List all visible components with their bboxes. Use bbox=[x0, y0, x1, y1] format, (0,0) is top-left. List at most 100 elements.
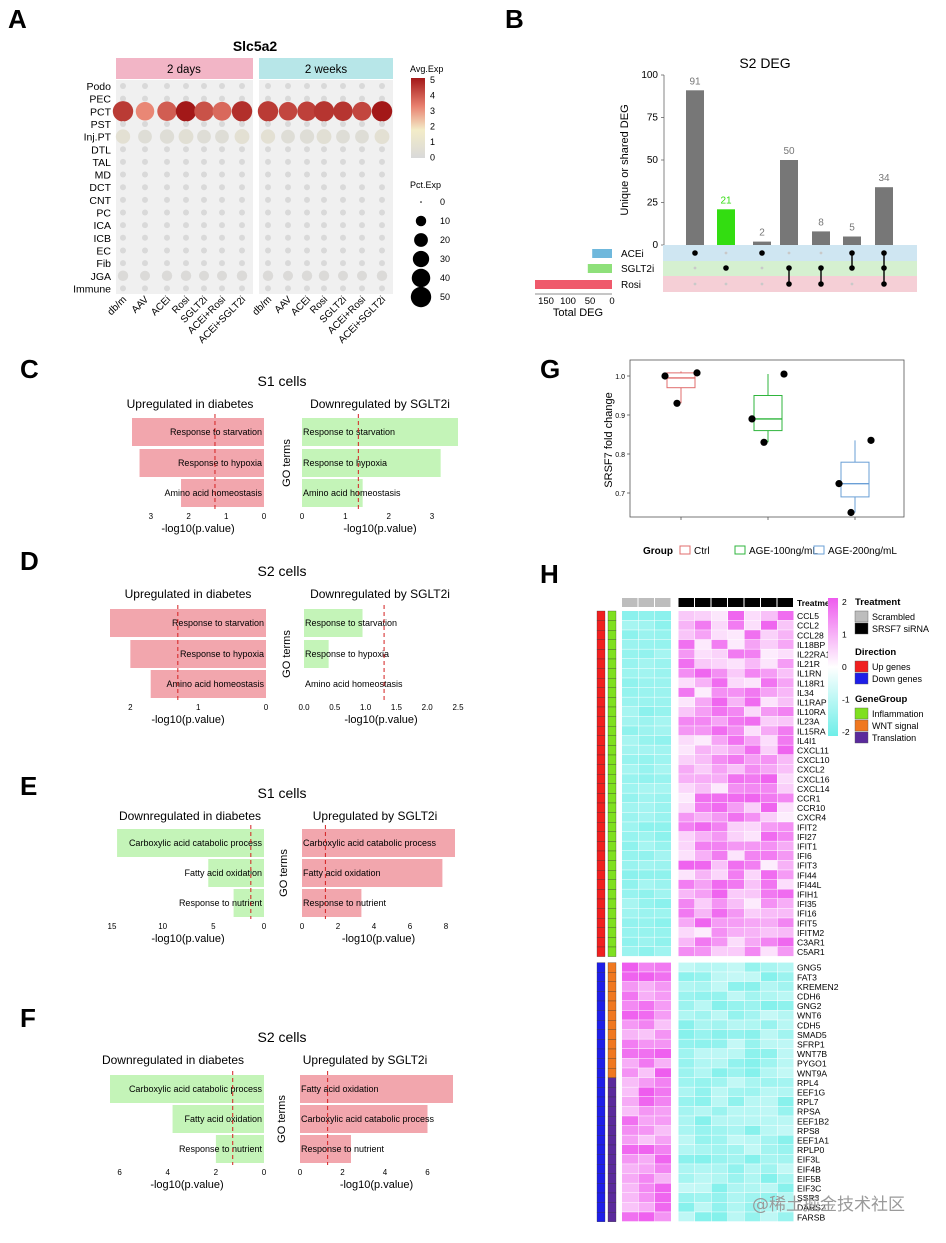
heatmap-cell bbox=[728, 1068, 744, 1078]
dot-2days bbox=[142, 234, 148, 241]
heatmap-cell bbox=[638, 1001, 655, 1011]
panel-b: B S2 DEG Unique or shared DEG 1007550250… bbox=[505, 4, 917, 319]
heatmap-cell bbox=[777, 630, 794, 640]
heatmap-cell bbox=[777, 716, 794, 726]
dot-2days bbox=[219, 120, 225, 127]
heatmap-cell bbox=[777, 937, 794, 947]
heatmap-cell bbox=[655, 1212, 671, 1222]
heatmap-cell bbox=[678, 831, 695, 841]
gene-label: C3AR1 bbox=[797, 938, 825, 948]
heatmap-cell bbox=[711, 1097, 728, 1107]
dot-2days bbox=[164, 184, 170, 191]
upset-ytick-label: 25 bbox=[647, 198, 659, 209]
heatmap-cell bbox=[744, 1212, 761, 1222]
heatmap-cell bbox=[711, 1125, 728, 1135]
heatmap-cell bbox=[655, 1145, 671, 1155]
heatmap-cell bbox=[655, 1154, 671, 1164]
heatmap-cell bbox=[711, 793, 728, 803]
dot-2weeks bbox=[304, 196, 310, 203]
direction-cell bbox=[596, 1096, 606, 1107]
left-tick: 2 bbox=[186, 512, 191, 521]
right-tick: 1 bbox=[343, 512, 348, 521]
upset-bar-value: 34 bbox=[878, 173, 890, 184]
box-point bbox=[780, 370, 788, 378]
genegroup-cell bbox=[607, 745, 617, 756]
heatmap-cell bbox=[678, 668, 695, 678]
upset-ytick-label: 100 bbox=[641, 70, 658, 81]
direction-cell bbox=[596, 687, 606, 698]
heatmap-cell bbox=[711, 726, 728, 736]
heatmap-cell bbox=[622, 774, 638, 784]
upset-matrix-dot bbox=[693, 266, 697, 270]
heatmap-cell bbox=[777, 1154, 794, 1164]
direction-cell bbox=[596, 706, 606, 717]
heatmap-cell bbox=[777, 927, 794, 937]
heatmap-cell bbox=[655, 899, 671, 909]
heatmap-cell bbox=[695, 745, 711, 755]
heatmap-cell bbox=[744, 755, 761, 765]
gene-label: SSR3 bbox=[797, 1193, 820, 1203]
heatmap-cell bbox=[777, 639, 794, 649]
legend-avgexp-tick: 2 bbox=[430, 122, 435, 132]
dot-2weeks bbox=[340, 222, 346, 229]
heatmap-cell bbox=[761, 879, 777, 889]
genegroup-cell bbox=[607, 1116, 617, 1126]
genegroup-cell bbox=[607, 658, 617, 669]
heatmap-cell bbox=[777, 697, 794, 707]
heatmap-cell bbox=[655, 981, 671, 991]
heatmap-cell bbox=[638, 889, 655, 899]
dot-2days bbox=[142, 95, 148, 102]
heatmap-cell bbox=[744, 1077, 761, 1087]
heatmap-cell bbox=[711, 812, 728, 822]
dot-2weeks bbox=[304, 146, 310, 153]
panel-letter-a: A bbox=[8, 4, 27, 34]
group-label: ACEi bbox=[149, 294, 173, 318]
heatmap-cell bbox=[744, 611, 761, 621]
heatmap-cell bbox=[711, 889, 728, 899]
direction-cell bbox=[596, 1135, 606, 1146]
panel-title: S1 cells bbox=[257, 785, 306, 801]
dot-2weeks bbox=[379, 247, 385, 254]
dot-2days bbox=[164, 95, 170, 102]
heatmap-cell bbox=[678, 707, 695, 717]
legend-pctexp-dot bbox=[414, 233, 428, 247]
heatmap-cell bbox=[744, 908, 761, 918]
dot-2days bbox=[219, 260, 225, 267]
heatmap-cell bbox=[711, 668, 728, 678]
dot-2weeks bbox=[281, 129, 295, 144]
heatmap-cell bbox=[728, 1125, 744, 1135]
heatmap-cell bbox=[744, 649, 761, 659]
heatmap-cell bbox=[728, 659, 744, 669]
heatmap-cell bbox=[711, 716, 728, 726]
direction-cell bbox=[596, 1183, 606, 1194]
dot-2weeks bbox=[359, 247, 365, 254]
cell-type-label: CNT bbox=[89, 195, 111, 207]
dot-2days bbox=[120, 234, 126, 241]
heatmap-cell bbox=[711, 1039, 728, 1049]
heatmap-cell bbox=[638, 707, 655, 717]
heatmap-cell bbox=[711, 1068, 728, 1078]
heatmap-cell bbox=[678, 1039, 695, 1049]
heatmap-cell bbox=[622, 1125, 638, 1135]
direction-cell bbox=[596, 812, 606, 823]
dot-2weeks bbox=[278, 102, 298, 121]
dotplot-marks bbox=[112, 83, 393, 292]
boxplot-ytick-label: 0.7 bbox=[615, 491, 625, 498]
heatmap-cell bbox=[622, 1097, 638, 1107]
heatmap-cell bbox=[744, 639, 761, 649]
heatmap-cell bbox=[655, 1193, 671, 1203]
heatmap-cell bbox=[728, 1106, 744, 1116]
left-subtitle: Upregulated in diabetes bbox=[127, 397, 254, 411]
dot-2days bbox=[219, 158, 225, 165]
heatmap-cell bbox=[678, 972, 695, 982]
right-bar bbox=[304, 640, 329, 668]
dot-2weeks bbox=[379, 209, 385, 216]
dot-2weeks bbox=[304, 247, 310, 254]
dot-2days bbox=[194, 101, 214, 122]
heatmap-cell bbox=[728, 860, 744, 870]
heatmap-cell bbox=[695, 1154, 711, 1164]
heatmap-cell bbox=[638, 860, 655, 870]
dot-2weeks bbox=[340, 158, 346, 165]
heatmap-cell bbox=[711, 1106, 728, 1116]
dot-2weeks bbox=[336, 129, 350, 144]
